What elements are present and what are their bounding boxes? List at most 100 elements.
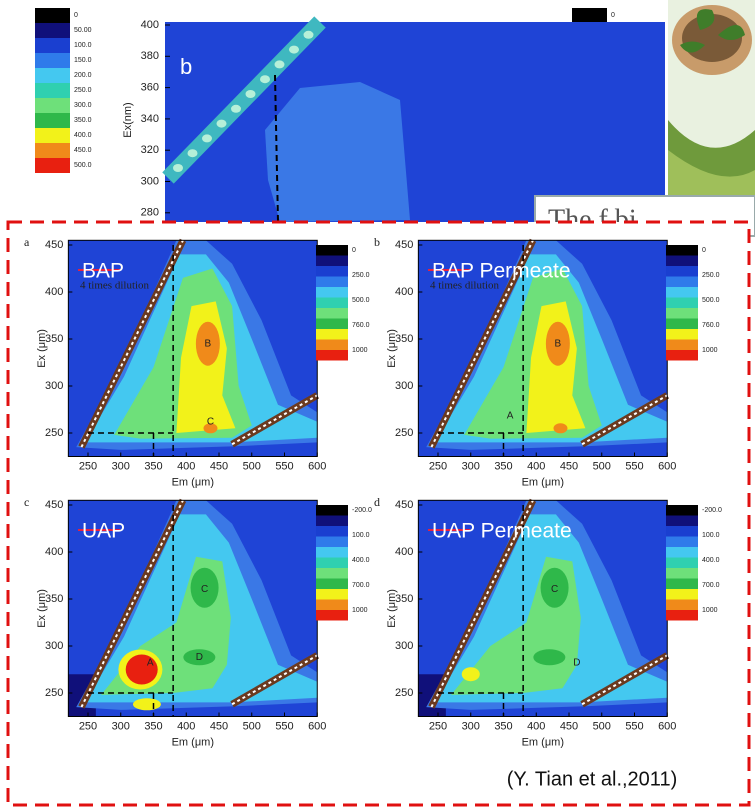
x-tick-label: 500 (593, 720, 611, 732)
contour (265, 82, 410, 222)
legend-swatch (666, 339, 698, 350)
y-tick-label: 350 (45, 593, 63, 605)
legend-swatch (666, 297, 698, 308)
x-tick-label: 450 (210, 460, 228, 472)
legend-label: 350.0 (74, 117, 92, 124)
y-tick-label: 250 (45, 687, 63, 699)
legend-label: 250.0 (702, 272, 720, 279)
legend-swatch (666, 266, 698, 277)
legend-swatch (666, 568, 698, 579)
panel-letter: c (24, 495, 29, 509)
x-tick-label: 500 (243, 460, 261, 472)
legend-label: -200.0 (352, 507, 372, 514)
legend-swatch (35, 113, 70, 128)
scatter-line (581, 654, 668, 706)
x-axis-label: Em (μm) (172, 736, 214, 748)
x-tick-label: 550 (275, 720, 293, 732)
y-tick-label: 300 (141, 175, 159, 187)
legend-swatch (35, 83, 70, 98)
legend-swatch (666, 350, 698, 361)
x-tick-label: 450 (560, 460, 578, 472)
eem-panel: C A D 250 300 350 400 450 500 550 600 450 400 350 300 2… (24, 495, 372, 749)
legend-label: 450.0 (74, 147, 92, 154)
x-tick-label: 250 (429, 720, 447, 732)
legend-swatch (666, 329, 698, 340)
legend-label: 1000 (352, 607, 368, 614)
legend-swatch (316, 557, 348, 568)
scatter-line (231, 654, 318, 706)
panel-label: b (180, 54, 192, 79)
legend-swatch (316, 255, 348, 266)
legend-swatch (316, 610, 348, 621)
legend-swatch (35, 143, 70, 158)
scatter-line (80, 499, 184, 708)
x-tick-label: 400 (527, 460, 545, 472)
legend-label: 500.0 (74, 162, 92, 169)
x-tick-label: 450 (560, 720, 578, 732)
peak-label: D (573, 658, 580, 669)
legend-swatch (666, 547, 698, 558)
x-tick-label: 350 (144, 720, 162, 732)
peak-label: A (507, 411, 514, 422)
y-tick-label: 350 (395, 593, 413, 605)
legend-swatch (316, 339, 348, 350)
legend-swatch (316, 599, 348, 610)
panel-letter: d (374, 495, 380, 509)
y-axis-label: Ex(nm) (122, 102, 134, 137)
x-tick-label: 500 (243, 720, 261, 732)
contour (461, 667, 480, 682)
legend-label: 250.0 (74, 87, 92, 94)
y-tick-label: 400 (395, 546, 413, 558)
legend-swatch (316, 515, 348, 526)
x-tick-label: 350 (144, 460, 162, 472)
x-axis-label: Em (μm) (172, 476, 214, 488)
peak-label: A (147, 658, 154, 669)
y-tick-label: 360 (141, 82, 159, 94)
contour (195, 321, 220, 366)
contour (540, 567, 569, 608)
legend-swatch (666, 578, 698, 589)
legend-swatch (316, 526, 348, 537)
legend-swatch (35, 158, 70, 173)
citation: (Y. Tian et al.,2011) (507, 768, 677, 790)
y-tick-label: 450 (395, 499, 413, 511)
legend-swatch (316, 329, 348, 340)
legend-swatch (316, 505, 348, 516)
legend-label: 400.0 (74, 132, 92, 139)
peak-label: D (196, 652, 203, 663)
legend-swatch (316, 276, 348, 287)
x-tick-label: 400 (177, 720, 195, 732)
peak-label: B (205, 338, 212, 349)
legend-swatch (666, 610, 698, 621)
legend-swatch (666, 318, 698, 329)
eem-panel: B A 250 300 350 400 450 500 550 600 450 400 350 300 25… (374, 235, 720, 489)
scatter-bead (187, 149, 198, 158)
y-tick-label: 320 (141, 144, 159, 156)
x-tick-label: 400 (177, 460, 195, 472)
legend-swatch (316, 547, 348, 558)
y-tick-label: 380 (141, 50, 159, 62)
x-tick-label: 550 (625, 460, 643, 472)
scatter-line (581, 394, 668, 446)
legend-label: 150.0 (74, 57, 92, 64)
panel-letter: b (374, 235, 380, 249)
legend-swatch (316, 578, 348, 589)
legend-label: 500.0 (702, 297, 720, 304)
contour (203, 423, 218, 434)
x-tick-label: 400 (527, 720, 545, 732)
panel-note: 4 times dilution (80, 280, 150, 292)
legend-label: 300.0 (74, 102, 92, 109)
x-tick-label: 250 (79, 720, 97, 732)
scatter-line (430, 499, 534, 708)
legend-label: 0 (74, 12, 78, 19)
contour (132, 698, 161, 711)
scatter-bead (289, 45, 299, 54)
panel-title: UAP (82, 520, 125, 543)
plot-area (165, 22, 665, 222)
legend-swatch (666, 255, 698, 266)
legend-swatch (316, 589, 348, 600)
scatter-line (80, 239, 184, 448)
legend-label: 200.0 (74, 72, 92, 79)
legend-swatch (35, 68, 70, 83)
y-tick-label: 400 (141, 19, 159, 31)
